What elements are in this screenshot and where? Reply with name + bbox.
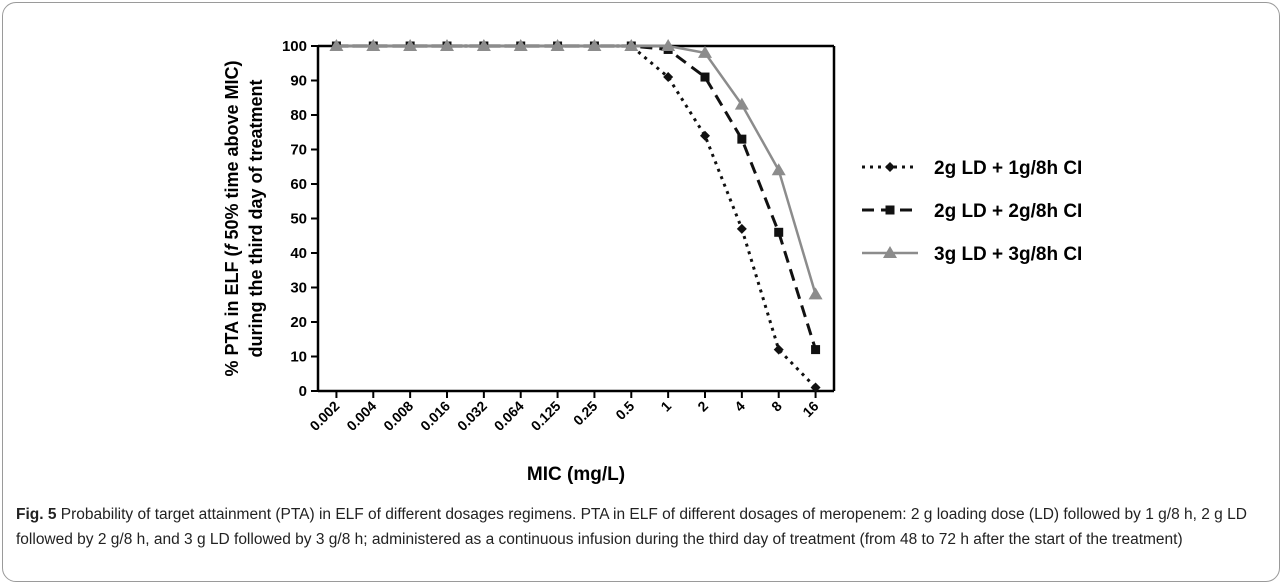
y-tick-label: 10 bbox=[290, 349, 307, 366]
series-line-2 bbox=[336, 44, 818, 351]
x-tick-label: 4 bbox=[731, 398, 748, 415]
series-1-point bbox=[663, 72, 674, 83]
series-2-point bbox=[811, 345, 821, 355]
legend-marker-1 bbox=[885, 162, 895, 172]
legend-label-3: 3g LD + 3g/8h CI bbox=[934, 244, 1082, 265]
series-3-point bbox=[734, 97, 749, 110]
series-3-point bbox=[329, 39, 344, 51]
x-tick-label: 0.032 bbox=[454, 398, 490, 434]
x-tick-label: 16 bbox=[799, 398, 821, 420]
legend-label-2: 2g LD + 2g/8h CI bbox=[934, 201, 1082, 222]
x-tick-label: 0.064 bbox=[491, 398, 527, 434]
series-line-1 bbox=[336, 44, 817, 389]
y-tick-label: 90 bbox=[290, 73, 307, 90]
y-tick-label: 60 bbox=[290, 176, 307, 193]
series-3-point bbox=[624, 39, 639, 51]
series-1-point bbox=[736, 223, 747, 234]
caption-label: Fig. 5 bbox=[16, 506, 57, 523]
caption-text: Probability of target attainment (PTA) i… bbox=[16, 506, 1247, 548]
series-line-3 bbox=[336, 44, 817, 295]
series-1-point bbox=[700, 130, 710, 141]
series-3-point bbox=[661, 39, 676, 51]
series-3-point bbox=[440, 39, 454, 51]
x-tick-label: 0.5 bbox=[612, 398, 637, 423]
series-3-point bbox=[771, 163, 786, 176]
x-tick-label: 0.25 bbox=[570, 398, 601, 429]
series-3-point bbox=[550, 39, 565, 51]
legend-marker-2 bbox=[885, 205, 895, 215]
y-axis-title-line1: % PTA in ELF (f 50% time above MIC) bbox=[222, 60, 242, 376]
series-1-point bbox=[773, 344, 784, 355]
series-3-point bbox=[808, 287, 823, 300]
series-2-point bbox=[700, 72, 710, 82]
x-tick-label: 0.002 bbox=[306, 398, 342, 434]
y-tick-label: 50 bbox=[290, 211, 307, 228]
series-3-point bbox=[476, 39, 491, 51]
y-tick-label: 20 bbox=[290, 314, 307, 331]
x-tick-label: 0.008 bbox=[380, 398, 416, 434]
series-3-point bbox=[513, 39, 528, 51]
y-axis-title-line2: during the third day of treatment bbox=[246, 79, 266, 357]
series-3-point bbox=[403, 39, 418, 51]
series-1-point bbox=[810, 382, 821, 393]
y-tick-label: 80 bbox=[290, 107, 307, 124]
legend-marker-3 bbox=[883, 246, 897, 258]
series-3-point bbox=[366, 39, 381, 51]
y-tick-label: 30 bbox=[290, 280, 307, 297]
series-3-point bbox=[698, 45, 712, 58]
x-axis-title: MIC (mg/L) bbox=[527, 464, 625, 485]
x-tick-label: 2 bbox=[694, 398, 711, 415]
x-tick-label: 1 bbox=[657, 398, 674, 415]
legend-label-1: 2g LD + 1g/8h CI bbox=[934, 158, 1082, 179]
y-tick-label: 70 bbox=[290, 142, 307, 159]
series-3-point bbox=[587, 39, 602, 51]
y-tick-label: 0 bbox=[299, 383, 307, 400]
x-tick-label: 0.016 bbox=[417, 398, 453, 434]
y-tick-label: 40 bbox=[290, 245, 307, 262]
figure-caption: Fig. 5 Probability of target attainment … bbox=[16, 502, 1266, 552]
y-tick-label: 100 bbox=[282, 38, 307, 55]
x-tick-label: 0.125 bbox=[528, 398, 564, 434]
series-2-point bbox=[737, 134, 747, 144]
x-tick-label: 8 bbox=[768, 398, 785, 415]
series-2-point bbox=[774, 227, 784, 237]
x-tick-label: 0.004 bbox=[343, 398, 379, 434]
